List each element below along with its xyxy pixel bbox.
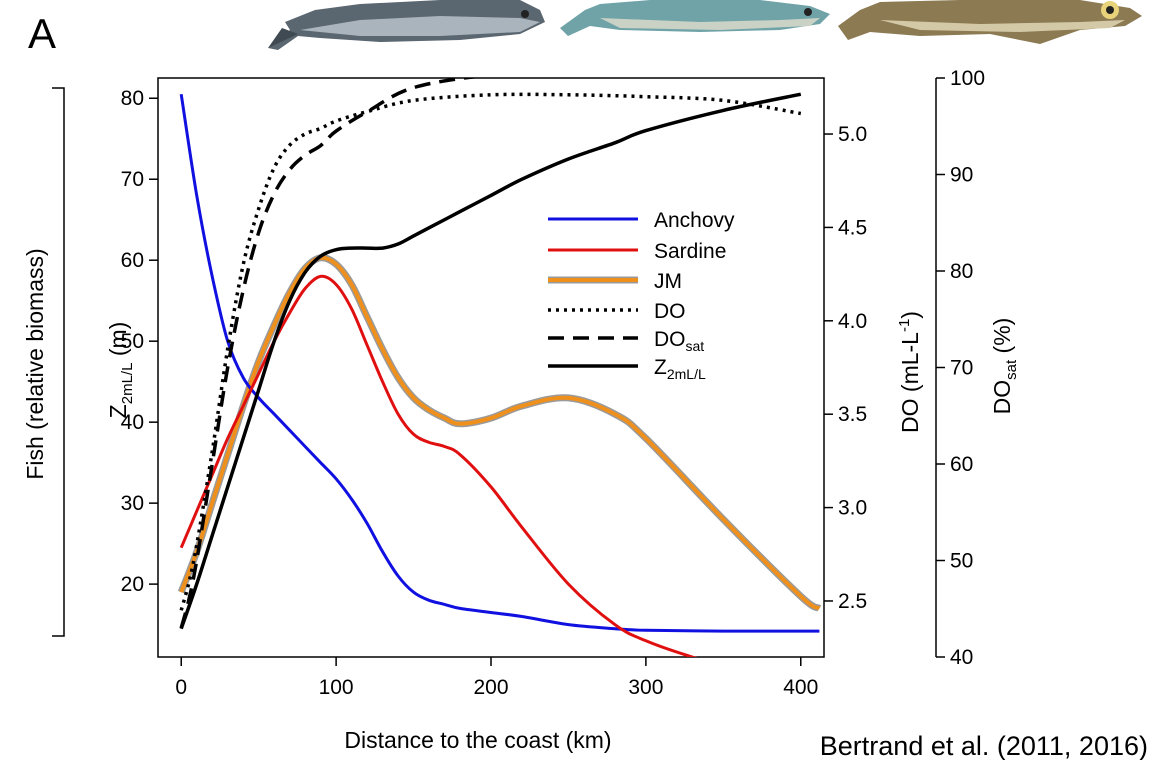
z2ml-series-line — [179, 92, 802, 630]
y-left-tick-label: 30 — [121, 492, 144, 515]
x-tick-label: 100 — [319, 676, 354, 699]
legend-label-z2ml-main: Z — [654, 356, 667, 379]
y-right1-title-sup: -1 — [896, 319, 913, 332]
y-right-dosat-tick-label: 80 — [950, 260, 973, 283]
y-left-tick-label: 20 — [121, 573, 144, 596]
y-right-dosat-tick-label: 60 — [950, 453, 973, 476]
x-axis: 0 100 200 300 400 — [175, 657, 818, 699]
sardine-series-line — [179, 274, 698, 657]
y-right-dosat-tick-label: 100 — [950, 67, 985, 90]
y-axis-right-do: 2.5 3.0 3.5 4.0 4.5 5.0 — [824, 123, 867, 613]
y-left-tick-label: 70 — [121, 168, 144, 191]
anchovy-fish-picture — [268, 0, 545, 50]
legend-label-z2ml: Z2mL/L — [654, 356, 706, 382]
y-left-tick-label: 50 — [121, 330, 144, 353]
y-right2-title-unit: (%) — [989, 318, 1015, 360]
legend-label-dosat: DOsat — [654, 328, 704, 354]
y-axis-right-dosat-title: DOsat (%) — [989, 318, 1020, 415]
y-axis-right-dosat: 40 50 60 70 80 90 100 — [935, 67, 985, 669]
legend-label-z2ml-sub: 2mL/L — [667, 366, 706, 382]
jm-series-outline — [177, 254, 822, 612]
y-left-tick-label: 60 — [121, 249, 144, 272]
jm-series-line — [179, 255, 821, 611]
y-right-do-tick-label: 3.0 — [838, 497, 867, 520]
legend-label-dosat-main: DO — [654, 328, 686, 351]
y-left-tick-label: 40 — [121, 411, 144, 434]
y-right1-title-main: DO (mL-L — [897, 332, 923, 433]
jack-mackerel-fish-picture — [838, 0, 1142, 44]
legend-label-sardine: Sardine — [654, 240, 726, 263]
legend-label-jm: JM — [654, 270, 682, 293]
y-left-title-main: Z — [105, 404, 131, 418]
x-tick-label: 0 — [175, 676, 187, 699]
y-axis-left: 20 30 40 50 60 70 80 — [121, 87, 158, 596]
y-right-dosat-tick-label: 40 — [950, 646, 973, 669]
legend: Anchovy Sardine JM DO DOsat Z2mL/L — [548, 209, 735, 382]
y-right-do-tick-label: 2.5 — [838, 590, 867, 613]
legend-label-do: DO — [654, 300, 686, 323]
y-left-tick-label: 80 — [121, 87, 144, 110]
y-right1-title-end: ) — [897, 311, 923, 319]
y-right-do-tick-label: 4.0 — [838, 310, 867, 333]
y-right2-title-sub: sat — [1003, 359, 1020, 380]
panel-label: A — [28, 10, 56, 57]
x-tick-label: 200 — [473, 676, 508, 699]
dosat-series-line — [179, 78, 480, 629]
y-right-do-tick-label: 3.5 — [838, 403, 867, 426]
do-series-line — [179, 92, 802, 611]
legend-label-anchovy: Anchovy — [654, 209, 735, 232]
y-left-title-unit: (m) — [105, 322, 131, 363]
y-right-dosat-tick-label: 70 — [950, 357, 973, 380]
y-axis-outer-label: Fish (relative biomass) — [22, 248, 48, 479]
fish-biomass-bracket — [52, 87, 65, 637]
y-right-dosat-tick-label: 50 — [950, 550, 973, 573]
anchovy-series-line — [179, 93, 820, 633]
y-left-title-sub: 2mL/L — [119, 363, 136, 405]
y-right-do-tick-label: 5.0 — [838, 123, 867, 146]
y-axis-right-do-title: DO (mL-L-1) — [896, 311, 923, 433]
y-right-dosat-tick-label: 90 — [950, 164, 973, 187]
y-right-do-tick-label: 4.5 — [838, 216, 867, 239]
citation: Bertrand et al. (2011, 2016) — [820, 731, 1148, 760]
x-tick-label: 300 — [628, 676, 663, 699]
x-axis-title: Distance to the coast (km) — [344, 727, 611, 753]
y-axis-left-title: Z2mL/L (m) — [105, 322, 136, 419]
y-right2-title-main: DO — [989, 380, 1015, 415]
sardine-fish-picture — [560, 0, 830, 36]
legend-label-dosat-sub: sat — [686, 338, 705, 354]
x-tick-label: 400 — [783, 676, 818, 699]
